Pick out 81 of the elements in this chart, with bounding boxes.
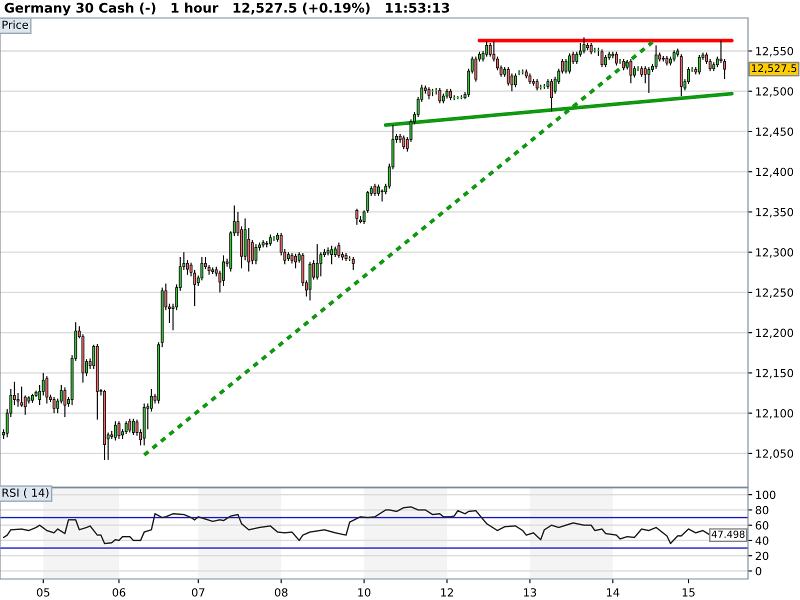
candlestick bbox=[629, 58, 632, 84]
candlestick bbox=[647, 66, 650, 94]
candlestick bbox=[373, 183, 376, 196]
candlestick bbox=[474, 56, 478, 82]
y-tick-label: 12,200 bbox=[756, 328, 794, 338]
candlestick bbox=[352, 256, 355, 270]
candlestick bbox=[528, 72, 532, 85]
candlestick bbox=[654, 44, 658, 70]
y-tick-label: 12,500 bbox=[756, 87, 794, 97]
candlestick bbox=[45, 376, 48, 404]
candlestick bbox=[614, 51, 618, 66]
candlestick bbox=[582, 36, 586, 54]
candlestick bbox=[268, 234, 272, 246]
candlestick bbox=[20, 386, 24, 408]
candlestick bbox=[514, 72, 517, 88]
y-tick-label: 20 bbox=[756, 552, 768, 560]
candlestick bbox=[446, 88, 448, 100]
y-tick-label: 12,050 bbox=[756, 449, 794, 459]
candlestick bbox=[24, 394, 27, 416]
chart-title: Germany 30 Cash (-) 1 hour 12,527.5 (+0.19%) 11:53:13 bbox=[4, 2, 450, 16]
x-tick-label: 07 bbox=[192, 588, 204, 597]
x-tick-label: 12 bbox=[441, 588, 453, 596]
x-tick-label: 13 bbox=[524, 588, 536, 597]
x-tick-label: 05 bbox=[36, 588, 50, 597]
candlestick bbox=[442, 93, 445, 104]
y-tick-label: 12,450 bbox=[756, 127, 794, 137]
y-axis-title: Price bbox=[2, 20, 28, 29]
x-tick-label: 10 bbox=[358, 588, 370, 597]
candlestick bbox=[672, 50, 676, 62]
candlestick bbox=[118, 420, 120, 440]
candlestick bbox=[698, 54, 701, 75]
candlestick bbox=[564, 58, 568, 74]
candlestick bbox=[640, 66, 644, 78]
candlestick bbox=[662, 55, 665, 62]
candlestick bbox=[428, 86, 430, 100]
x-tick-label: 14 bbox=[606, 588, 620, 596]
y-tick-label: 40 bbox=[755, 536, 768, 545]
candlestick bbox=[52, 396, 56, 414]
candlestick bbox=[330, 245, 334, 265]
candlestick bbox=[600, 48, 604, 68]
text: 12,527.5 bbox=[752, 64, 796, 74]
candlestick bbox=[265, 240, 268, 248]
candlestick bbox=[254, 244, 258, 265]
x-tick-label: 06 bbox=[112, 588, 126, 597]
candlestick bbox=[334, 246, 337, 258]
candlestick bbox=[290, 252, 294, 264]
candlestick bbox=[337, 242, 340, 258]
candlestick bbox=[114, 420, 117, 442]
candlestick bbox=[316, 244, 319, 280]
y-tick-label: 12,350 bbox=[756, 208, 794, 218]
y-tick-label: 60 bbox=[756, 521, 768, 530]
candlestick bbox=[575, 51, 578, 64]
candlestick bbox=[124, 420, 128, 435]
candlestick bbox=[485, 40, 488, 58]
candlestick bbox=[506, 66, 510, 86]
y-tick-label: 12,400 bbox=[756, 168, 794, 178]
y-axis-title: RSI ( 14) bbox=[2, 488, 48, 498]
candlestick bbox=[622, 58, 626, 71]
x-tick-label: 08 bbox=[274, 588, 288, 597]
y-tick-label: 12,250 bbox=[756, 288, 794, 298]
candlestick bbox=[132, 418, 135, 436]
y-tick-label: 12,150 bbox=[756, 368, 794, 378]
candlestick bbox=[536, 78, 539, 91]
y-tick-label: 100 bbox=[756, 490, 776, 500]
candlestick bbox=[250, 240, 254, 265]
candlestick bbox=[449, 88, 452, 101]
candlestick bbox=[568, 52, 571, 74]
candlestick bbox=[63, 386, 66, 418]
candlestick bbox=[604, 54, 608, 68]
candlestick bbox=[550, 78, 553, 112]
x-tick-label: 15 bbox=[682, 588, 695, 597]
y-tick-label: 12,300 bbox=[756, 248, 794, 258]
candlestick bbox=[294, 253, 298, 269]
candlestick bbox=[355, 208, 358, 226]
y-tick-label: 12,550 bbox=[756, 46, 794, 57]
candlestick bbox=[380, 188, 384, 202]
y-tick-label: 0 bbox=[756, 566, 762, 576]
y-tick-label: 12,100 bbox=[756, 409, 794, 419]
annotation: 47.498 bbox=[712, 530, 745, 538]
candlestick bbox=[665, 55, 668, 66]
y-tick-label: 80 bbox=[756, 506, 768, 514]
